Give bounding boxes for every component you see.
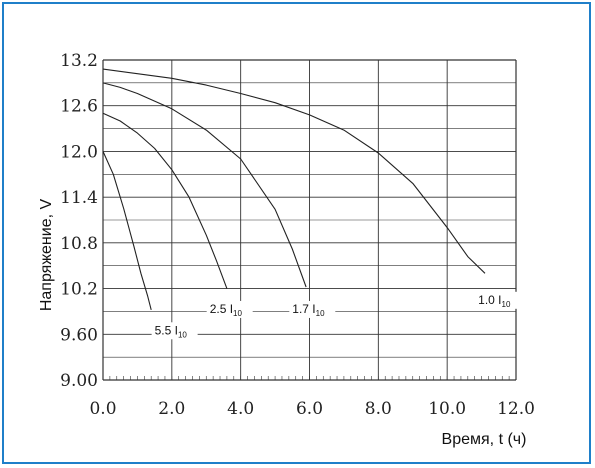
curve-label: 1.0 I10 xyxy=(478,293,511,309)
x-tick-label: 10.0 xyxy=(428,399,466,419)
x-tick-labels: 0.0 2.0 4.0 6.0 8.0 10.0 12.0 xyxy=(89,399,534,419)
chart-frame xyxy=(2,2,591,464)
curve-label-bg xyxy=(151,322,198,340)
curve-label: 1.7 I10 xyxy=(292,302,325,318)
y-tick-label: 13.2 xyxy=(60,51,98,71)
discharge-curve xyxy=(102,82,307,288)
x-tick-label: 0.0 xyxy=(89,399,116,419)
y-axis-label: Напряжение, V xyxy=(38,199,55,312)
y-tick-label: 10.8 xyxy=(60,234,98,254)
y-tick-labels: 9.00 9.60 10.2 10.8 11.4 12.0 12.6 13.2 xyxy=(60,51,98,391)
curve-labels: 1.0 I10 1.7 I10 2.5 I10 5.5 I10 xyxy=(151,291,522,340)
discharge-curve xyxy=(102,68,486,274)
y-tick-label: 11.4 xyxy=(60,188,98,208)
y-tick-label: 9.00 xyxy=(60,371,98,391)
curve-label: 5.5 I10 xyxy=(155,323,188,339)
discharge-curve xyxy=(102,151,152,311)
x-tick-label: 2.0 xyxy=(158,399,185,419)
x-tick-label: 4.0 xyxy=(227,399,254,419)
y-tick-label: 9.60 xyxy=(60,325,98,345)
curve-label-bg xyxy=(206,300,253,318)
y-tick-label: 12.6 xyxy=(60,97,98,117)
x-tick-label: 6.0 xyxy=(296,399,323,419)
discharge-curves xyxy=(102,68,486,311)
x-axis-label: Время, t (ч) xyxy=(442,431,527,448)
x-tick-label: 8.0 xyxy=(365,399,392,419)
y-tick-label: 10.2 xyxy=(60,280,98,300)
y-tick-label: 12.0 xyxy=(60,142,98,162)
curve-label-bg xyxy=(475,291,522,309)
discharge-curve xyxy=(102,112,228,289)
x-tick-label: 12.0 xyxy=(497,399,535,419)
grid xyxy=(102,59,517,381)
curve-label-bg xyxy=(289,300,336,318)
curve-label: 2.5 I10 xyxy=(210,302,243,318)
